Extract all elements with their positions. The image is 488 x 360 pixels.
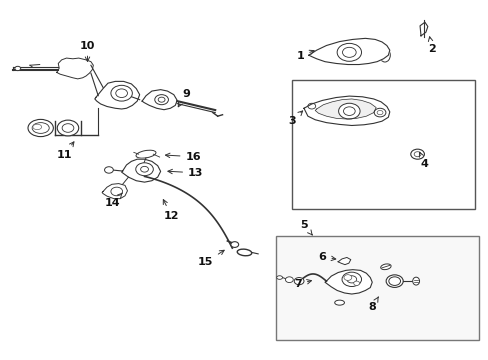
Text: 12: 12 [163,199,179,221]
Circle shape [116,89,127,98]
Ellipse shape [380,264,390,270]
Circle shape [285,277,293,283]
Text: 9: 9 [178,89,189,107]
Text: 10: 10 [80,41,95,61]
Polygon shape [315,99,375,119]
Ellipse shape [334,300,344,305]
Polygon shape [304,96,389,126]
Bar [292,80,474,209]
Circle shape [338,103,359,119]
Circle shape [155,95,168,105]
Ellipse shape [237,249,251,256]
Ellipse shape [28,120,53,136]
Circle shape [373,108,385,117]
Circle shape [410,149,424,159]
Polygon shape [102,184,127,199]
Circle shape [341,272,361,287]
Text: 11: 11 [56,142,74,160]
Circle shape [346,276,356,283]
Circle shape [15,66,20,71]
Text: 3: 3 [288,111,302,126]
Text: 13: 13 [167,168,203,178]
Ellipse shape [136,150,156,158]
Circle shape [62,124,74,132]
Ellipse shape [379,48,389,62]
Text: 7: 7 [294,279,311,289]
Circle shape [336,43,361,61]
Circle shape [353,281,359,285]
Ellipse shape [104,167,113,173]
Polygon shape [419,22,427,36]
Text: 15: 15 [198,250,224,267]
Text: 4: 4 [419,152,428,169]
Polygon shape [308,39,389,64]
Circle shape [388,277,400,285]
Circle shape [141,166,148,172]
Text: 1: 1 [296,50,313,61]
Polygon shape [57,58,93,79]
Text: 6: 6 [318,252,335,262]
Polygon shape [325,270,371,294]
Circle shape [57,120,79,136]
Circle shape [294,278,304,285]
Ellipse shape [32,123,49,134]
Text: 2: 2 [427,37,435,54]
Text: 16: 16 [165,152,201,162]
Circle shape [230,242,238,247]
Text: 8: 8 [367,297,378,312]
Polygon shape [337,257,350,265]
Bar [276,235,478,339]
Text: 5: 5 [300,220,312,235]
Ellipse shape [276,276,282,279]
Circle shape [376,111,382,115]
Circle shape [158,97,164,102]
Polygon shape [95,81,140,109]
Circle shape [343,275,351,280]
Polygon shape [142,90,177,110]
Ellipse shape [412,277,419,285]
Circle shape [343,107,354,116]
Circle shape [136,163,153,176]
Polygon shape [122,159,160,182]
Circle shape [111,85,132,101]
Circle shape [342,47,355,57]
Text: 14: 14 [105,193,122,208]
Circle shape [111,187,122,196]
Ellipse shape [33,124,41,130]
Ellipse shape [386,275,403,287]
Circle shape [307,103,315,109]
Circle shape [413,152,420,157]
